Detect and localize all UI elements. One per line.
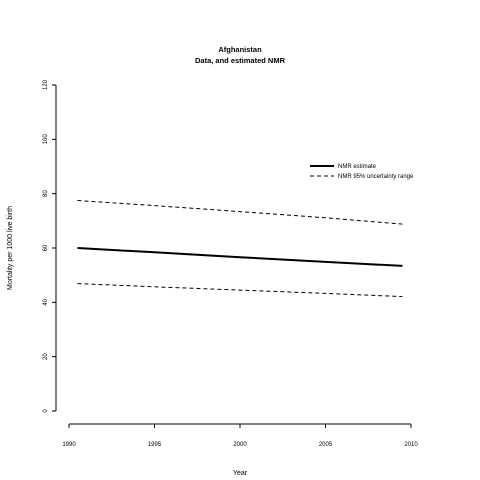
nmr-uncertainty-line-1 — [77, 200, 403, 225]
y-tick-label: 20 — [43, 353, 49, 360]
legend: NMR estimate NMR 95% uncertainty range — [310, 164, 414, 180]
y-axis: 0 20 40 60 80 100 120 — [43, 79, 57, 413]
y-tick-label: 80 — [43, 190, 49, 197]
legend-label: NMR 95% uncertainty range — [338, 174, 414, 180]
x-tick-label: 1990 — [62, 442, 76, 448]
x-axis-label: Year — [233, 470, 248, 477]
x-axis: 1990 1995 2000 2005 2010 — [62, 423, 418, 448]
x-tick-label: 2000 — [233, 442, 247, 448]
y-tick-label: 0 — [43, 409, 49, 413]
y-tick-label: 40 — [43, 298, 49, 305]
y-axis-label: Mortality per 1000 live birth — [7, 206, 14, 290]
y-tick-label: 100 — [43, 134, 49, 145]
nmr-uncertainty-line-2 — [77, 283, 403, 298]
x-tick-label: 2005 — [319, 442, 333, 448]
plot-lines — [77, 200, 403, 298]
legend-label: NMR estimate — [338, 164, 377, 170]
chart-title: Afghanistan — [218, 45, 262, 54]
nmr-estimate-line — [77, 247, 403, 267]
y-tick-label: 60 — [43, 244, 49, 251]
y-tick-label: 120 — [43, 79, 49, 90]
x-tick-label: 1995 — [148, 442, 162, 448]
x-tick-label: 2010 — [404, 442, 418, 448]
chart-subtitle: Data, and estimated NMR — [195, 56, 286, 65]
